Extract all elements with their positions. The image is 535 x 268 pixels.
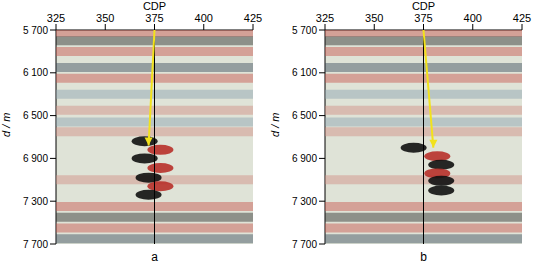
- svg-text:375: 375: [414, 12, 432, 24]
- svg-text:325: 325: [47, 12, 65, 24]
- svg-text:5 700: 5 700: [292, 25, 317, 36]
- svg-text:5 700: 5 700: [23, 25, 48, 36]
- svg-text:6 900: 6 900: [23, 153, 48, 164]
- svg-text:400: 400: [195, 12, 213, 24]
- svg-text:425: 425: [513, 12, 531, 24]
- svg-text:7 300: 7 300: [292, 196, 317, 207]
- svg-text:6 900: 6 900: [292, 153, 317, 164]
- svg-text:7 700: 7 700: [23, 239, 48, 250]
- svg-text:400: 400: [464, 12, 482, 24]
- svg-text:6 100: 6 100: [23, 67, 48, 78]
- svg-text:d / m: d / m: [0, 113, 12, 137]
- svg-text:325: 325: [316, 12, 334, 24]
- svg-text:350: 350: [365, 12, 383, 24]
- html-text:b: b: [420, 250, 427, 264]
- svg-text:425: 425: [244, 12, 262, 24]
- svg-text:d / m: d / m: [269, 113, 281, 137]
- svg-text:7 300: 7 300: [23, 196, 48, 207]
- svg-text:6 500: 6 500: [292, 110, 317, 121]
- svg-text:375: 375: [145, 12, 163, 24]
- svg-text:CDP: CDP: [412, 0, 435, 12]
- svg-text:CDP: CDP: [143, 0, 166, 12]
- svg-text:7 700: 7 700: [292, 239, 317, 250]
- svg-text:350: 350: [96, 12, 114, 24]
- html-text:a: a: [151, 250, 158, 264]
- svg-text:6 100: 6 100: [292, 67, 317, 78]
- svg-text:6 500: 6 500: [23, 110, 48, 121]
